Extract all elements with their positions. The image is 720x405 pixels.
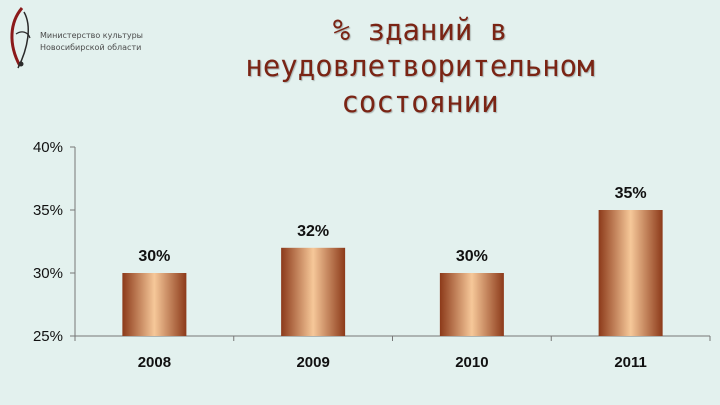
ministry-emblem-icon [10,7,31,69]
y-tick-label: 30% [33,265,63,282]
y-tick-label: 25% [33,328,63,345]
data-label-2011: 35% [615,185,647,202]
x-tick-label-2009: 2009 [296,354,329,371]
title-line-2: неудовлетворительном [245,49,595,83]
x-tick-label-2008: 2008 [138,354,171,371]
x-tick-label-2011: 2011 [614,354,647,371]
bars-group [122,210,663,336]
data-label-2010: 30% [456,248,488,265]
page-title: % зданий в неудовлетворительном состояни… [160,12,680,120]
data-labels-group: 30% 32% 30% 35% [138,185,646,265]
bar-2008 [122,273,187,336]
y-tick-label: 40% [33,139,63,156]
x-tick-label-2010: 2010 [455,354,488,371]
data-label-2009: 32% [297,223,329,240]
y-axis-ticks: 25% 30% 35% 40% [33,139,75,345]
title-line-3: состоянии [341,85,499,119]
data-label-2008: 30% [138,248,170,265]
y-tick-label: 35% [33,202,63,219]
bar-2009 [281,247,346,336]
bar-2010 [439,273,504,336]
bar-2011 [598,210,663,336]
title-line-1: % зданий в [332,13,508,47]
x-axis-ticks: 2008 2009 2010 2011 [74,336,711,371]
ministry-logo: Министерство культуры Новосибирской обла… [4,4,154,74]
logo-line-1: Министерство культуры [40,31,143,40]
logo-line-2: Новосибирской области [40,43,142,52]
